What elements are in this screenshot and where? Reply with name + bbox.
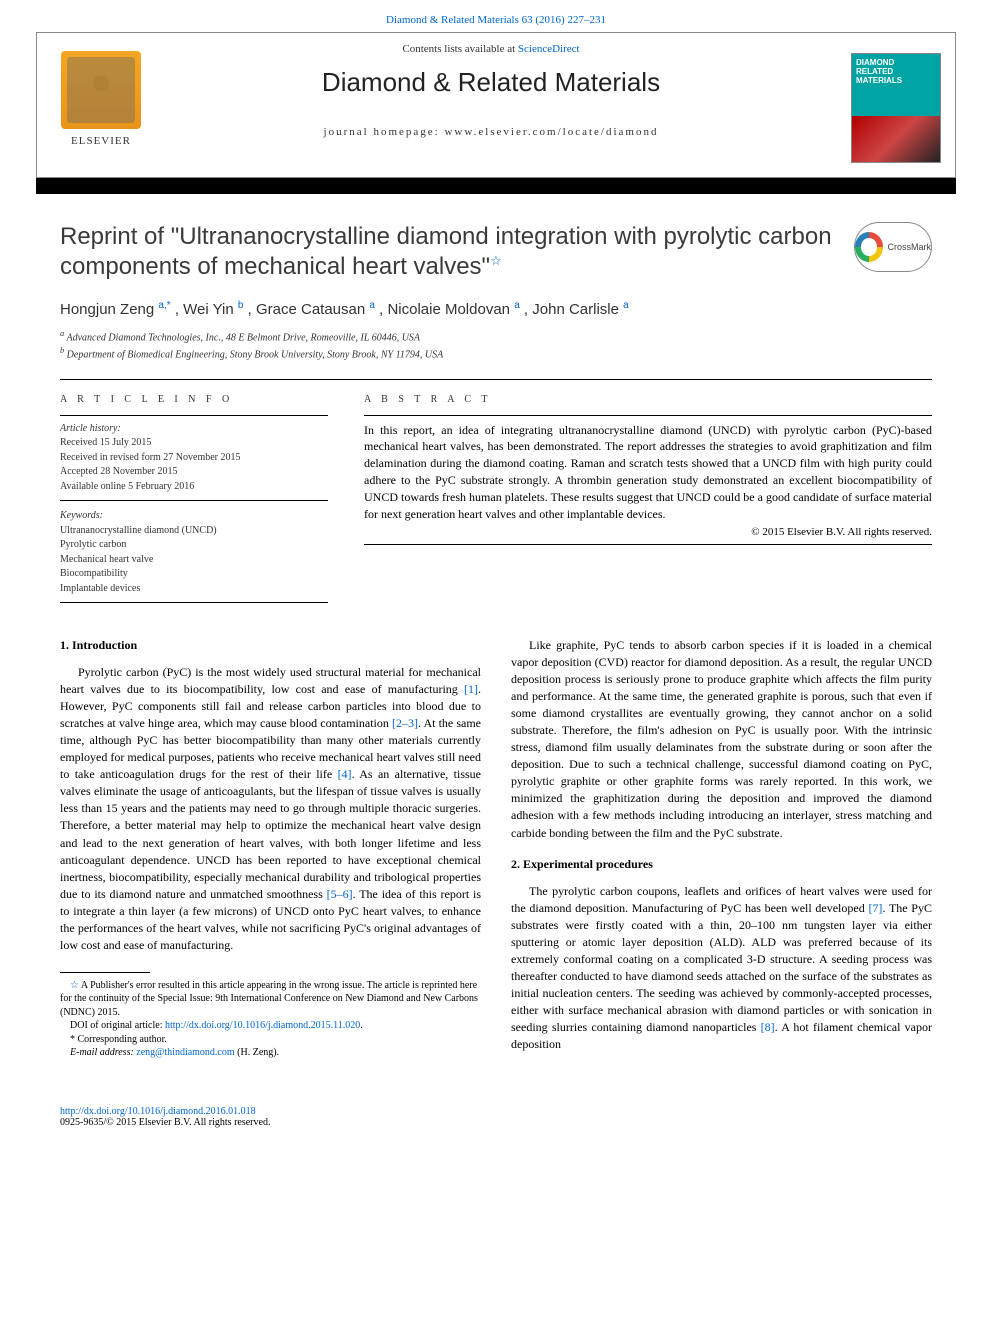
article-doi-link[interactable]: http://dx.doi.org/10.1016/j.diamond.2016… xyxy=(60,1106,256,1117)
keyword: Mechanical heart valve xyxy=(60,554,153,565)
cover-line-1: DIAMOND xyxy=(856,58,936,67)
keyword: Ultrananocrystalline diamond (UNCD) xyxy=(60,525,217,536)
elsevier-wordmark: ELSEVIER xyxy=(51,135,151,147)
top-citation-link[interactable]: Diamond & Related Materials 63 (2016) 22… xyxy=(386,14,606,26)
ref-link[interactable]: [4] xyxy=(338,767,352,781)
original-doi-link[interactable]: http://dx.doi.org/10.1016/j.diamond.2015… xyxy=(165,1020,360,1031)
title-text: Reprint of "Ultrananocrystalline diamond… xyxy=(60,223,832,280)
keyword: Biocompatibility xyxy=(60,568,128,579)
rule xyxy=(60,602,328,603)
header-center: Contents lists available at ScienceDirec… xyxy=(177,43,805,138)
top-citation: Diamond & Related Materials 63 (2016) 22… xyxy=(0,0,992,32)
author: , Grace Catausan a xyxy=(248,301,375,318)
journal-header: ELSEVIER Contents lists available at Sci… xyxy=(36,32,956,178)
rule xyxy=(60,500,328,501)
paragraph: Pyrolytic carbon (PyC) is the most widel… xyxy=(60,664,481,954)
keywords-block: Keywords: Ultrananocrystalline diamond (… xyxy=(60,509,328,596)
black-bar xyxy=(36,178,956,194)
paragraph: Like graphite, PyC tends to absorb carbo… xyxy=(511,637,932,841)
footnote-corresponding: * Corresponding author. xyxy=(60,1033,481,1047)
affiliation: a Advanced Diamond Technologies, Inc., 4… xyxy=(60,328,932,345)
keyword: Implantable devices xyxy=(60,583,140,594)
history-line: Available online 5 February 2016 xyxy=(60,481,194,492)
title-star: ☆ xyxy=(490,253,502,268)
footnotes: ☆ A Publisher's error resulted in this a… xyxy=(60,979,481,1060)
ref-link[interactable]: [8] xyxy=(761,1020,775,1034)
author-email-link[interactable]: zeng@thindiamond.com xyxy=(136,1047,234,1058)
journal-homepage: journal homepage: www.elsevier.com/locat… xyxy=(177,126,805,138)
cover-line-3: MATERIALS xyxy=(856,76,936,85)
history-line: Accepted 28 November 2015 xyxy=(60,466,177,477)
author: , Nicolaie Moldovan a xyxy=(379,301,520,318)
crossmark-badge[interactable]: CrossMark xyxy=(854,222,932,272)
keyword: Pyrolytic carbon xyxy=(60,539,126,550)
author: , Wei Yin b xyxy=(175,301,244,318)
elsevier-tree-icon xyxy=(61,51,141,129)
footnote-separator xyxy=(60,972,150,973)
affiliation: b Department of Biomedical Engineering, … xyxy=(60,345,932,362)
rule xyxy=(364,544,932,545)
history-line: Received 15 July 2015 xyxy=(60,437,151,448)
footnote-star: ☆ A Publisher's error resulted in this a… xyxy=(60,979,481,1020)
rule xyxy=(364,415,932,416)
journal-name: Diamond & Related Materials xyxy=(177,67,805,98)
contents-prefix: Contents lists available at xyxy=(402,43,517,55)
article-info-column: A R T I C L E I N F O Article history: R… xyxy=(60,394,328,610)
abstract-column: A B S T R A C T In this report, an idea … xyxy=(364,394,932,610)
ref-link[interactable]: [2–3] xyxy=(392,716,418,730)
footnote-email: E-mail address: zeng@thindiamond.com (H.… xyxy=(60,1046,481,1060)
article-history: Article history: Received 15 July 2015 R… xyxy=(60,422,328,495)
article-title: Reprint of "Ultrananocrystalline diamond… xyxy=(60,222,834,282)
abstract-heading: A B S T R A C T xyxy=(364,394,932,405)
issn-copyright: 0925-9635/© 2015 Elsevier B.V. All right… xyxy=(60,1117,270,1128)
sciencedirect-link[interactable]: ScienceDirect xyxy=(518,43,580,55)
ref-link[interactable]: [1] xyxy=(464,682,478,696)
crossmark-label: CrossMark xyxy=(887,242,931,252)
history-line: Received in revised form 27 November 201… xyxy=(60,452,241,463)
author: , John Carlisle a xyxy=(524,301,629,318)
section-heading: 1. Introduction xyxy=(60,637,481,654)
cover-image xyxy=(852,116,940,162)
body-columns: 1. Introduction Pyrolytic carbon (PyC) i… xyxy=(60,637,932,1060)
journal-cover: DIAMOND RELATED MATERIALS xyxy=(851,53,941,163)
author: Hongjun Zeng a,* xyxy=(60,301,171,318)
ref-link[interactable]: [7] xyxy=(868,901,882,915)
contents-line: Contents lists available at ScienceDirec… xyxy=(177,43,805,55)
cover-line-2: RELATED xyxy=(856,67,936,76)
page-footer: http://dx.doi.org/10.1016/j.diamond.2016… xyxy=(0,1106,992,1158)
abstract-text: In this report, an idea of integrating u… xyxy=(364,422,932,523)
abstract-copyright: © 2015 Elsevier B.V. All rights reserved… xyxy=(364,526,932,538)
paragraph: The pyrolytic carbon coupons, leaflets a… xyxy=(511,883,932,1053)
ref-link[interactable]: [5–6] xyxy=(327,887,353,901)
authors-line: Hongjun Zeng a,* , Wei Yin b , Grace Cat… xyxy=(60,300,932,318)
elsevier-logo: ELSEVIER xyxy=(51,51,151,161)
rule xyxy=(60,415,328,416)
history-head: Article history: xyxy=(60,423,121,434)
article-info-heading: A R T I C L E I N F O xyxy=(60,394,328,405)
keywords-head: Keywords: xyxy=(60,509,328,524)
footnote-doi: DOI of original article: http://dx.doi.o… xyxy=(60,1019,481,1033)
crossmark-icon xyxy=(855,232,883,262)
section-heading: 2. Experimental procedures xyxy=(511,856,932,873)
rule xyxy=(60,379,932,380)
affiliations: a Advanced Diamond Technologies, Inc., 4… xyxy=(60,328,932,363)
